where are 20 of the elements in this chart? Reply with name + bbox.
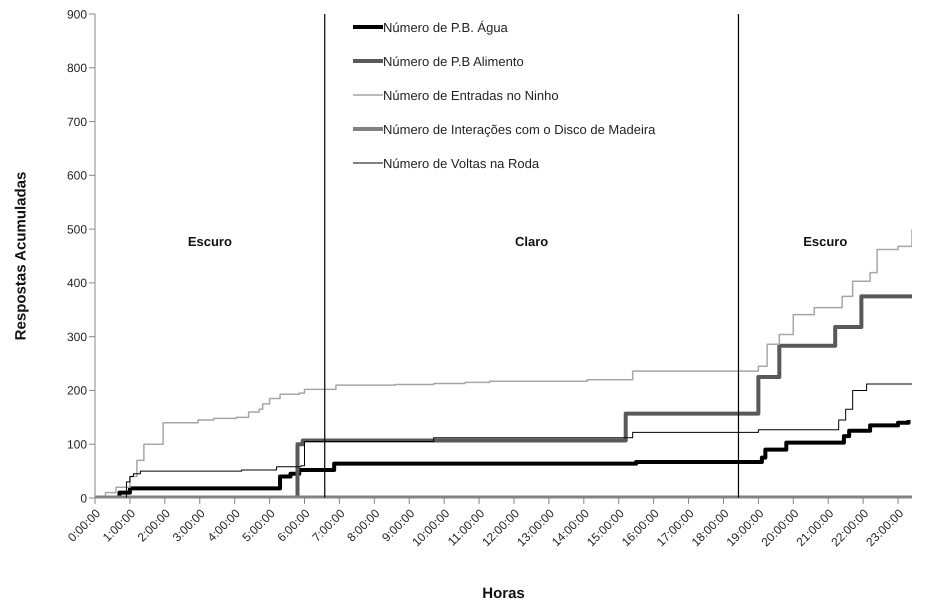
legend-label: Número de P.B Alimento <box>383 54 524 68</box>
legend-label: Número de Voltas na Roda <box>383 156 540 170</box>
y-tick-label: 0 <box>80 491 88 506</box>
x-axis-title: Horas <box>482 585 525 602</box>
legend-label: Número de Interações com o Disco de Madeira <box>383 122 656 136</box>
y-tick-label: 500 <box>66 222 88 236</box>
y-tick-label: 700 <box>66 114 88 129</box>
legend-label: Número de P.B. Água <box>383 20 508 34</box>
legend-label: Número de Entradas no Ninho <box>383 88 559 102</box>
y-tick-label: 400 <box>66 276 88 290</box>
annotation: Escuro <box>803 234 848 250</box>
y-tick-label: 800 <box>66 61 88 76</box>
y-tick-label: 100 <box>66 437 88 452</box>
y-axis-title: Respostas Acumuladas <box>12 172 30 340</box>
annotation: Escuro <box>188 234 232 250</box>
y-tick-label: 300 <box>66 330 88 344</box>
annotation: Claro <box>514 234 548 250</box>
y-tick-label: 900 <box>66 7 88 22</box>
y-tick-label: 200 <box>66 384 88 398</box>
y-tick-label: 600 <box>66 168 88 183</box>
